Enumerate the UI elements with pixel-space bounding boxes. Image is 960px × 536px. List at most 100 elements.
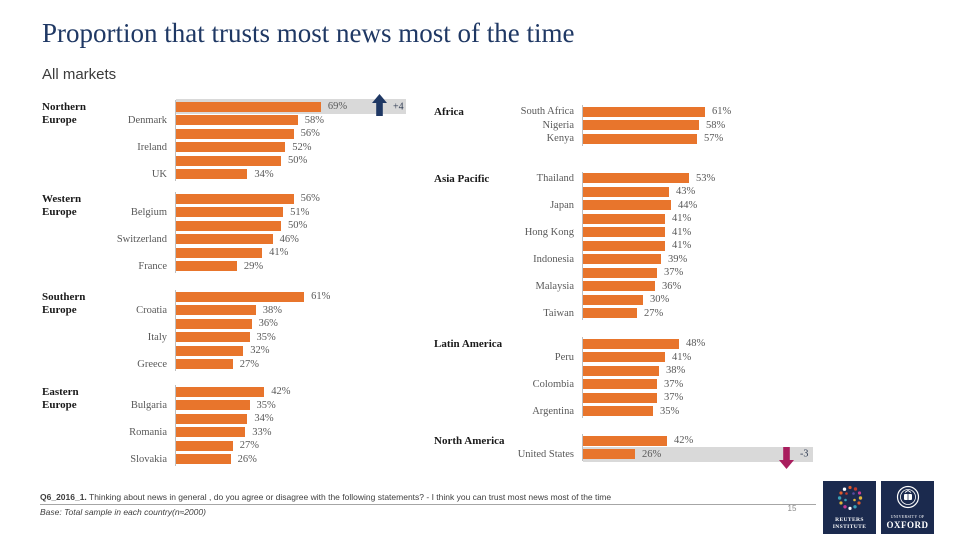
value-label: 56%	[300, 128, 320, 140]
bar-row-nigeria: Nigeria 58%	[434, 118, 834, 132]
bar-track: 51%	[175, 205, 434, 219]
bar-track: 58%	[175, 113, 434, 127]
bar-row-kenya: Kenya 57%	[434, 132, 834, 146]
bar-row-italy: Italy 35%	[42, 330, 434, 344]
bar-track: 50%	[175, 219, 434, 233]
value-label: 41%	[672, 226, 692, 238]
footnote: Q6_2016_1. Thinking about news in genera…	[40, 492, 816, 517]
value-label: 41%	[672, 240, 692, 252]
bar	[176, 427, 246, 438]
chart-group-asia-pacific: Asia Pacific Thailand 53% 43% Japan 44% 41% Hon…	[434, 171, 834, 320]
bar	[583, 392, 657, 403]
value-label: 41%	[269, 247, 289, 259]
bar-track: 61%	[582, 105, 834, 119]
bar-track: 41%	[582, 350, 834, 364]
value-label: 38%	[666, 365, 686, 377]
bar-track: 52%	[175, 140, 434, 154]
country-label: Argentina	[532, 405, 574, 417]
chart-group-north-america: North America 42% United States -3 26%	[434, 434, 834, 469]
value-label: 36%	[662, 280, 682, 292]
country-label: Malaysia	[535, 280, 575, 292]
bar	[176, 318, 252, 329]
country-label: Japan	[550, 199, 574, 211]
bar	[583, 406, 653, 417]
value-label: 46%	[279, 233, 299, 245]
value-label: 26%	[642, 448, 662, 460]
bar	[176, 345, 244, 356]
bar-track: 41%	[582, 225, 834, 239]
bar	[176, 291, 305, 302]
reuters-dotted-globe-icon	[837, 485, 863, 516]
bar-track: -3 26%	[582, 446, 834, 469]
bar	[583, 338, 679, 349]
chart-group-southern-europe: Southern Europe 61% Croatia 38% 36% Italy 35% 3…	[42, 290, 434, 371]
bar	[176, 128, 294, 139]
country-label: Nigeria	[542, 119, 575, 131]
bar-row-denmark: Denmark 58%	[42, 113, 434, 127]
chart-group-western-europe: Western Europe 56% Belgium 51% 50% Switzerlan…	[42, 192, 434, 273]
country-label: Ireland	[137, 141, 167, 153]
bar	[583, 133, 697, 144]
region-label: Latin America	[434, 338, 503, 350]
reuters-logo-line1: REUTERS	[835, 517, 864, 524]
bar-chart: Northern Europe +4 69% Denmark 58% 56% Ireland…	[42, 94, 834, 469]
bar-track: 29%	[175, 259, 434, 273]
bar	[176, 359, 233, 370]
bar-track: 38%	[175, 303, 434, 317]
value-label: 29%	[243, 260, 264, 272]
bar	[583, 449, 635, 460]
change-label: +4	[393, 101, 404, 113]
country-label: South Africa	[520, 106, 574, 118]
bar-row-malaysia: Malaysia 36%	[434, 279, 834, 293]
bar-row: 41%	[434, 239, 834, 253]
value-label: 50%	[288, 155, 308, 167]
bar-track: 37%	[582, 377, 834, 391]
value-label: 27%	[239, 440, 259, 452]
country-label: Hong Kong	[524, 226, 574, 238]
bar-row: 38%	[434, 364, 834, 378]
bar-track: 26%	[175, 452, 434, 466]
value-label: 41%	[672, 351, 692, 363]
bar-row-colombia: Colombia 37%	[434, 377, 834, 391]
bar	[176, 440, 233, 451]
value-label: 42%	[271, 386, 291, 398]
chart-group-africa: Africa South Africa 61% Nigeria 58% Kenya 57%	[434, 105, 834, 146]
bar	[583, 200, 671, 211]
bar-row-france: France 29%	[42, 259, 434, 273]
bar-track: 35%	[175, 330, 434, 344]
bar-track: 30%	[582, 293, 834, 307]
bar	[583, 365, 659, 376]
bar-row: 36%	[42, 317, 434, 331]
decrease-arrow-icon	[778, 445, 795, 474]
value-label: 37%	[664, 378, 684, 390]
bar-track: 37%	[582, 266, 834, 280]
bar-track: 41%	[582, 239, 834, 253]
country-label: Italy	[147, 331, 167, 343]
bar-row: 61%	[42, 290, 434, 304]
bar-track: 35%	[175, 398, 434, 412]
footnote-question-code: Q6_2016_1.	[40, 492, 87, 502]
bar	[176, 207, 284, 218]
bar-track: 56%	[175, 192, 434, 206]
bar-track: 56%	[175, 127, 434, 141]
value-label: 33%	[252, 426, 272, 438]
bar-row: 41%	[42, 246, 434, 260]
country-label: Greece	[137, 358, 167, 370]
chart-column-right: Africa South Africa 61% Nigeria 58% Kenya 57% A…	[434, 100, 834, 469]
bar	[176, 234, 273, 245]
logos: REUTERS INSTITUTE UNIVERSITY OF OXFORD	[823, 481, 934, 534]
value-label: 57%	[704, 133, 724, 145]
value-label: 43%	[676, 186, 696, 198]
bar-track: 32%	[175, 344, 434, 358]
bar	[176, 115, 298, 126]
value-label: 35%	[256, 399, 276, 411]
bar-row: 43%	[434, 185, 834, 199]
bar-track: 27%	[582, 306, 834, 320]
bar-row: 50%	[42, 154, 434, 168]
country-label: Slovakia	[130, 453, 167, 465]
change-label: -3	[800, 448, 809, 460]
region-label: Western Europe	[42, 193, 82, 218]
bar-row: 42%	[434, 434, 834, 448]
bar	[176, 142, 286, 153]
